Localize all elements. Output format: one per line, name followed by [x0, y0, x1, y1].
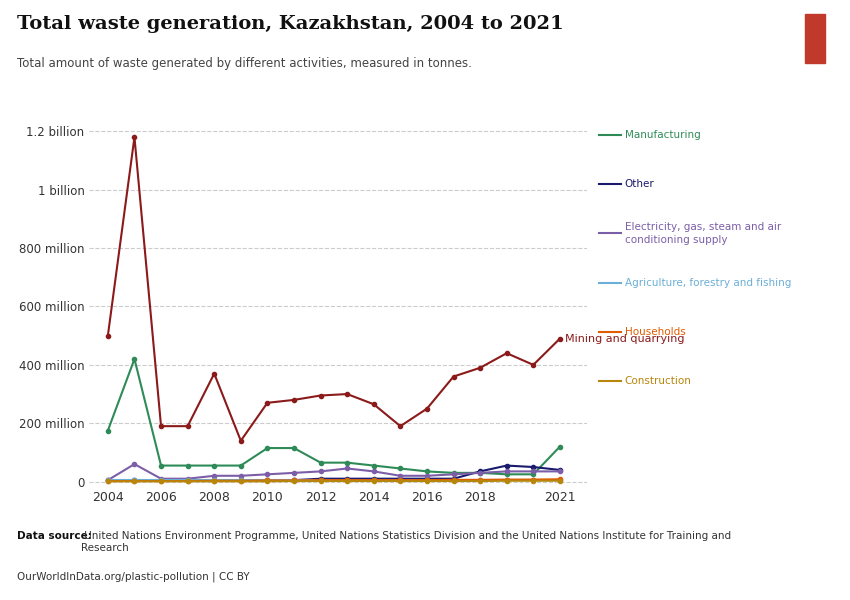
Text: United Nations Environment Programme, United Nations Statistics Division and the: United Nations Environment Programme, Un…	[81, 531, 731, 553]
Text: Construction: Construction	[625, 376, 692, 386]
Text: Manufacturing: Manufacturing	[625, 130, 700, 140]
Text: OurWorldInData.org/plastic-pollution | CC BY: OurWorldInData.org/plastic-pollution | C…	[17, 571, 250, 582]
Text: Agriculture, forestry and fishing: Agriculture, forestry and fishing	[625, 278, 791, 287]
Text: in Data: in Data	[726, 44, 768, 54]
Text: Households: Households	[625, 327, 685, 337]
Text: Our World: Our World	[726, 25, 785, 35]
Text: Other: Other	[625, 179, 654, 189]
Text: Mining and quarrying: Mining and quarrying	[565, 334, 685, 344]
Text: Data source:: Data source:	[17, 531, 92, 541]
Text: Total amount of waste generated by different activities, measured in tonnes.: Total amount of waste generated by diffe…	[17, 57, 472, 70]
Text: Electricity, gas, steam and air
conditioning supply: Electricity, gas, steam and air conditio…	[625, 222, 781, 245]
Text: Total waste generation, Kazakhstan, 2004 to 2021: Total waste generation, Kazakhstan, 2004…	[17, 15, 564, 33]
Bar	[805, 14, 824, 63]
